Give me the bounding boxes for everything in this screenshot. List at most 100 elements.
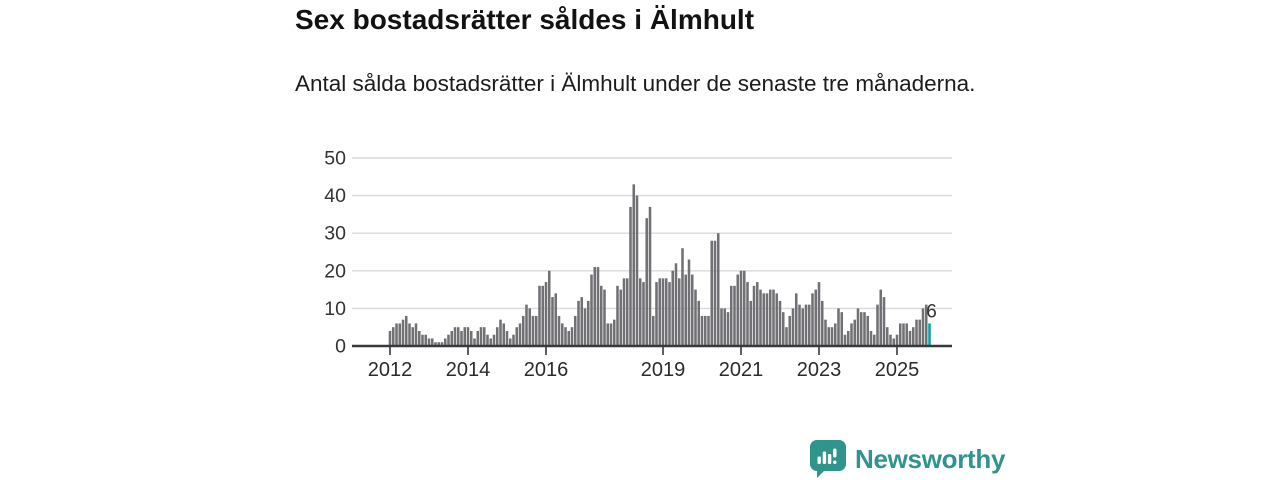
y-axis-tick-label: 0 xyxy=(335,336,346,358)
bar xyxy=(677,278,681,346)
bar xyxy=(440,342,444,346)
y-axis-tick-label: 30 xyxy=(324,223,346,245)
bar xyxy=(807,304,811,346)
brand-name: Newsworthy xyxy=(855,443,1006,474)
x-axis-tick-label: 2012 xyxy=(368,359,413,381)
bar xyxy=(755,282,759,346)
bar xyxy=(395,323,398,346)
bar xyxy=(606,323,610,346)
bar xyxy=(648,206,652,346)
bar xyxy=(518,323,522,346)
bar xyxy=(427,338,431,346)
bar xyxy=(479,327,483,346)
bar xyxy=(453,327,457,346)
bar xyxy=(853,319,857,346)
bar xyxy=(840,312,844,346)
bar xyxy=(570,327,574,346)
bar xyxy=(580,297,584,346)
chart-title: Sex bostadsrätter såldes i Älmhult xyxy=(295,4,755,35)
bar xyxy=(664,278,668,346)
bar xyxy=(749,300,753,346)
bar xyxy=(573,315,577,346)
bar xyxy=(547,270,551,346)
bar xyxy=(674,263,678,346)
bar xyxy=(850,323,853,346)
bar xyxy=(687,259,691,346)
bar xyxy=(915,319,918,346)
bar xyxy=(775,293,779,346)
bar xyxy=(781,312,785,346)
bar xyxy=(642,282,645,346)
bar xyxy=(817,282,821,346)
bar xyxy=(495,327,499,346)
bar xyxy=(694,289,697,346)
bar xyxy=(846,330,850,346)
bar xyxy=(473,338,476,346)
bar xyxy=(768,289,772,346)
bar xyxy=(651,315,655,346)
bar xyxy=(733,285,736,346)
bar xyxy=(512,334,515,346)
bar xyxy=(460,330,463,346)
bar xyxy=(752,285,756,346)
bar xyxy=(525,304,528,346)
bar xyxy=(531,315,535,346)
bar xyxy=(450,330,454,346)
x-axis-tick-label: 2023 xyxy=(797,359,842,381)
bar xyxy=(645,218,649,346)
bar xyxy=(586,300,590,346)
bar xyxy=(720,308,723,346)
bar xyxy=(824,319,827,346)
bar xyxy=(408,323,411,346)
bar xyxy=(612,319,616,346)
bar xyxy=(804,304,808,346)
bar xyxy=(908,330,912,346)
x-axis-tick-label: 2019 xyxy=(641,359,686,381)
bar xyxy=(729,285,733,346)
bar xyxy=(434,342,437,346)
bar xyxy=(534,315,538,346)
bar xyxy=(684,274,688,346)
bar xyxy=(528,308,532,346)
bar xyxy=(895,334,899,346)
bar xyxy=(554,293,558,346)
bar xyxy=(638,278,642,346)
bar xyxy=(833,323,837,346)
bar xyxy=(544,282,548,346)
bar xyxy=(443,338,447,346)
bar xyxy=(417,330,421,346)
brand-footer: Newsworthy xyxy=(810,440,1005,478)
bar xyxy=(508,338,512,346)
bar xyxy=(759,289,762,346)
bar xyxy=(778,300,782,346)
bar xyxy=(716,233,720,346)
bar xyxy=(742,270,746,346)
bar xyxy=(700,315,704,346)
bar xyxy=(603,289,606,346)
bar xyxy=(921,308,925,346)
bar xyxy=(629,206,632,346)
x-axis-tick-label: 2021 xyxy=(719,359,764,381)
x-axis-tick-label: 2014 xyxy=(446,359,491,381)
y-axis-tick-label: 10 xyxy=(324,298,346,320)
bar xyxy=(421,334,424,346)
bar xyxy=(476,330,480,346)
bar xyxy=(681,248,684,346)
bar xyxy=(710,240,714,346)
bar xyxy=(820,300,824,346)
bar xyxy=(521,315,525,346)
bar xyxy=(609,323,613,346)
bar xyxy=(762,293,766,346)
bar xyxy=(466,327,470,346)
bar xyxy=(557,315,561,346)
bar xyxy=(791,308,795,346)
bar xyxy=(788,315,792,346)
x-axis-tick-label: 2025 xyxy=(875,359,920,381)
bar xyxy=(918,319,922,346)
bar xyxy=(622,278,626,346)
bar xyxy=(404,315,408,346)
bar xyxy=(430,338,434,346)
bar xyxy=(882,297,886,346)
bar xyxy=(827,327,831,346)
bar xyxy=(456,327,460,346)
